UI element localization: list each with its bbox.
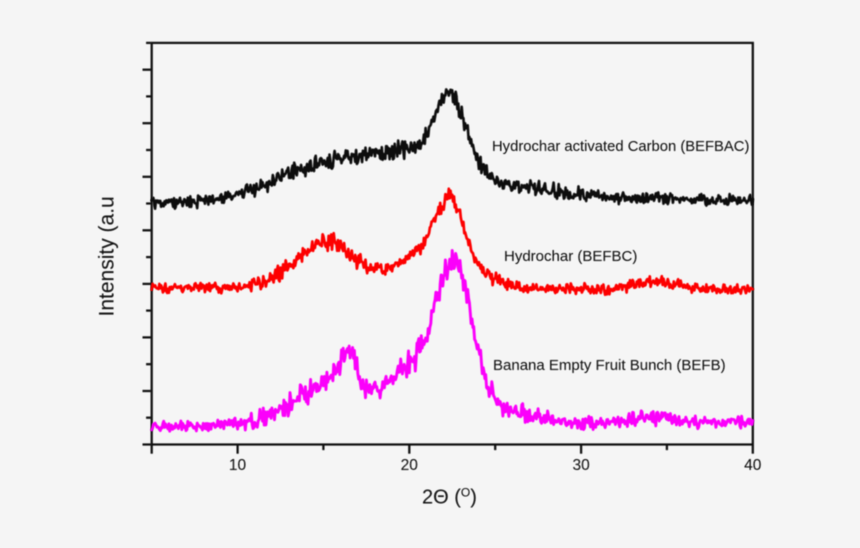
svg-text:Banana Empty Fruit Bunch (BEFB: Banana Empty Fruit Bunch (BEFB)	[493, 357, 726, 374]
svg-text:20: 20	[401, 457, 419, 474]
svg-text:Intensity (a.u: Intensity (a.u	[96, 196, 119, 316]
svg-text:40: 40	[744, 457, 762, 474]
svg-text:10: 10	[229, 457, 247, 474]
svg-text:Hydrochar (BEFBC): Hydrochar (BEFBC)	[504, 248, 637, 265]
svg-text:Hydrochar activated Carbon (BE: Hydrochar activated Carbon (BEFBAC)	[492, 139, 749, 155]
svg-text:30: 30	[572, 457, 590, 474]
